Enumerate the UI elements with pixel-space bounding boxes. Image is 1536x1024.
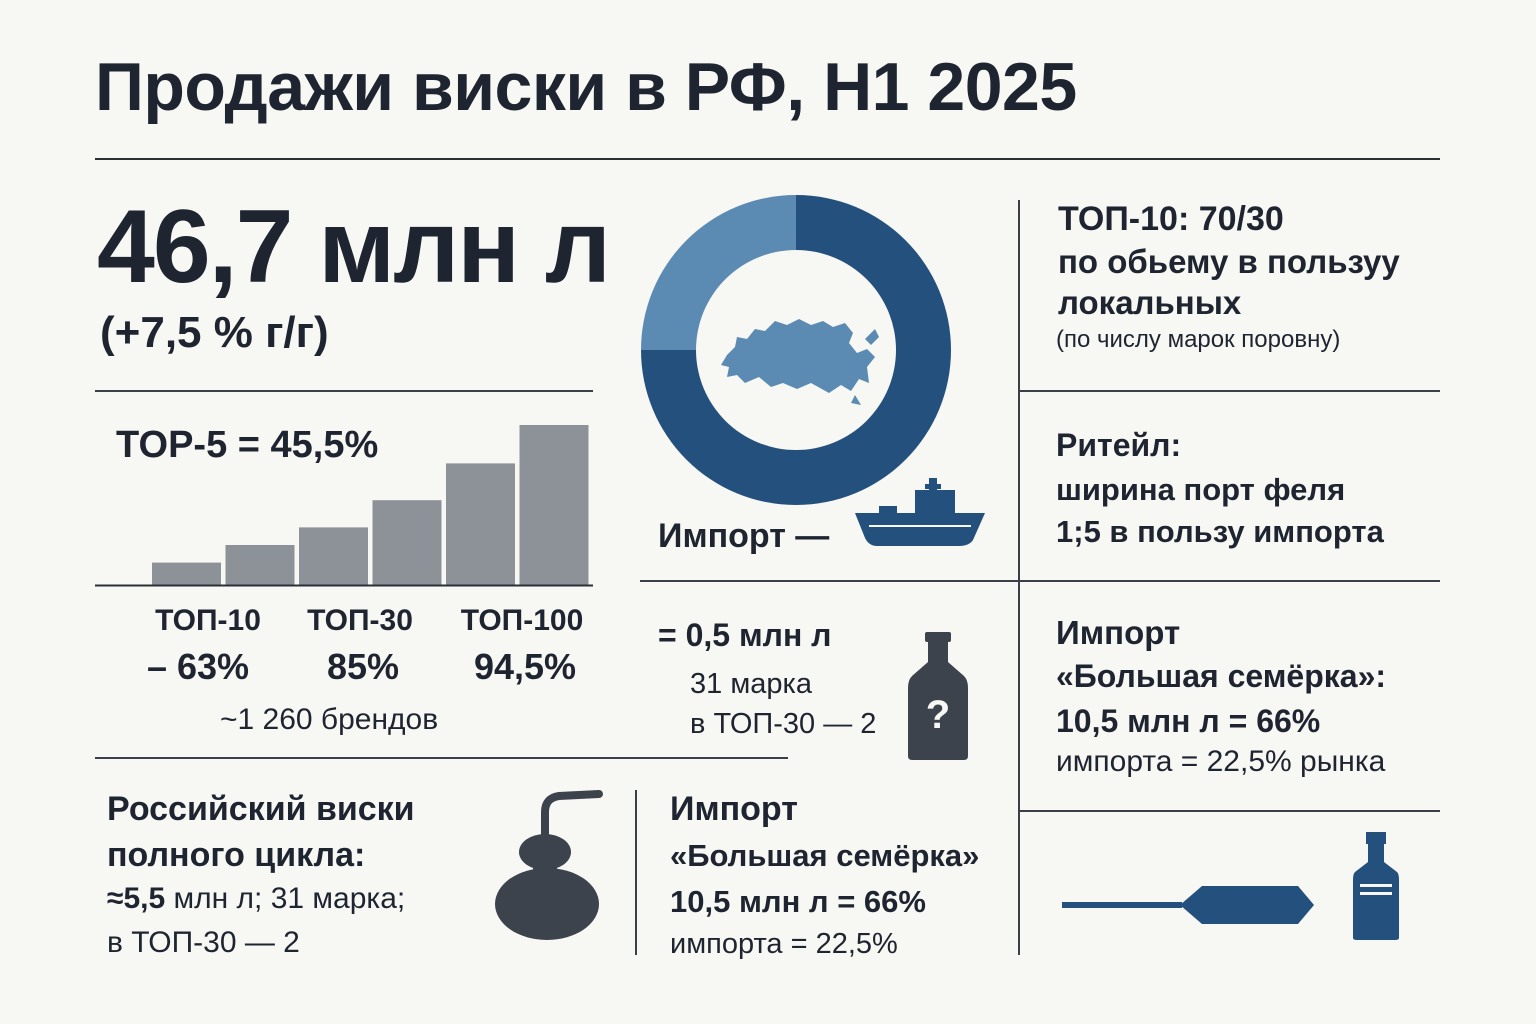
russian-whisky-top30: в ТОП-30 — 2: [107, 926, 300, 959]
top10-line3: локальных: [1058, 284, 1242, 321]
bar-5: [446, 463, 515, 585]
import-seven-bottom-line3: 10,5 млн л = 66%: [670, 884, 926, 919]
market-donut-chart: [641, 195, 951, 505]
label-arrow-icon: [1062, 886, 1314, 924]
import-small-brands: 31 марка: [690, 668, 812, 700]
svg-text:?: ?: [926, 693, 950, 737]
top10-line1: ТОП-10: 70/30: [1058, 200, 1284, 238]
total-volume: 46,7 млн л: [97, 189, 611, 305]
bar-4: [372, 500, 442, 585]
chart-title: TOP-5 = 45,5%: [116, 424, 379, 466]
brands-count: ~1 260 брендов: [220, 703, 439, 736]
donut-segments: [641, 195, 951, 505]
title-divider: [95, 158, 1440, 160]
bar-6: [519, 425, 589, 585]
alembic-icon: [495, 790, 603, 940]
top10-line2: по обьему в пользуу: [1058, 243, 1400, 280]
bar-3: [299, 527, 368, 585]
russian-whisky-title2: полного цикла:: [107, 836, 366, 874]
russian-whisky-volume-line: ≈5,5 млн л; 31 марка;: [107, 882, 405, 916]
bar-2: [225, 545, 295, 585]
retail-line1: Ритейл:: [1056, 427, 1182, 463]
tick-top100-value: 94,5%: [473, 646, 577, 687]
retail-line2: ширина порт феля: [1056, 472, 1346, 507]
import-seven-bottom-line1: Импорт: [670, 790, 798, 828]
bar-1: [152, 562, 221, 585]
russian-whisky-volume: ≈5,5: [107, 882, 166, 915]
import-seven-right-line4: импорта = 22,5% рынка: [1056, 745, 1386, 778]
donut-segment-import: [641, 195, 796, 350]
import-seven-right-line1: Импорт: [1056, 614, 1181, 651]
russian-whisky-title1: Российский виски: [107, 790, 415, 828]
headline-divider: [95, 390, 593, 392]
vertical-divider-bottom: [635, 790, 637, 955]
import-seven-bottom-line2: «Большая семёрка»: [670, 838, 980, 873]
page-title: Продажи виски в РФ, H1 2025: [95, 49, 1077, 125]
retail-line3: 1;5 в пользу импорта: [1056, 514, 1384, 549]
bottle-icon: [1353, 832, 1399, 940]
tick-top30-name: ТОП-30: [307, 604, 413, 637]
tick-top10-value: – 63%: [146, 646, 250, 687]
russia-map-icon: [721, 319, 879, 405]
import-seven-right-line2: «Большая семёрка»:: [1056, 658, 1387, 694]
import-seven-bottom-line4: импорта = 22,5%: [670, 928, 898, 960]
import-label: Импорт —: [658, 517, 830, 555]
growth-yoy: (+7,5 % г/г): [100, 308, 329, 357]
import-divider: [640, 580, 1440, 582]
import-seven-right-line3: 10,5 млн л = 66%: [1056, 703, 1321, 739]
question-bottle-icon: ?: [908, 632, 968, 760]
vertical-divider-right: [1018, 200, 1020, 955]
top10-divider: [1018, 390, 1440, 392]
top10-line4: (по числу марок поровну): [1056, 326, 1341, 353]
donut-segment-local: [641, 195, 951, 505]
import-small-volume: = 0,5 млн л: [658, 617, 832, 653]
tick-top10-name: ТОП-10: [155, 604, 261, 637]
import-seven-right-divider: [1018, 810, 1440, 812]
russian-whisky-volume-rest: млн л; 31 марка;: [165, 882, 406, 915]
tick-top30-value: 85%: [326, 646, 400, 687]
chart-bottom-divider: [95, 757, 788, 759]
import-small-top30: в ТОП-30 — 2: [690, 708, 877, 740]
tick-top100-name: ТОП-100: [460, 604, 584, 637]
ship-icon: [855, 478, 985, 546]
